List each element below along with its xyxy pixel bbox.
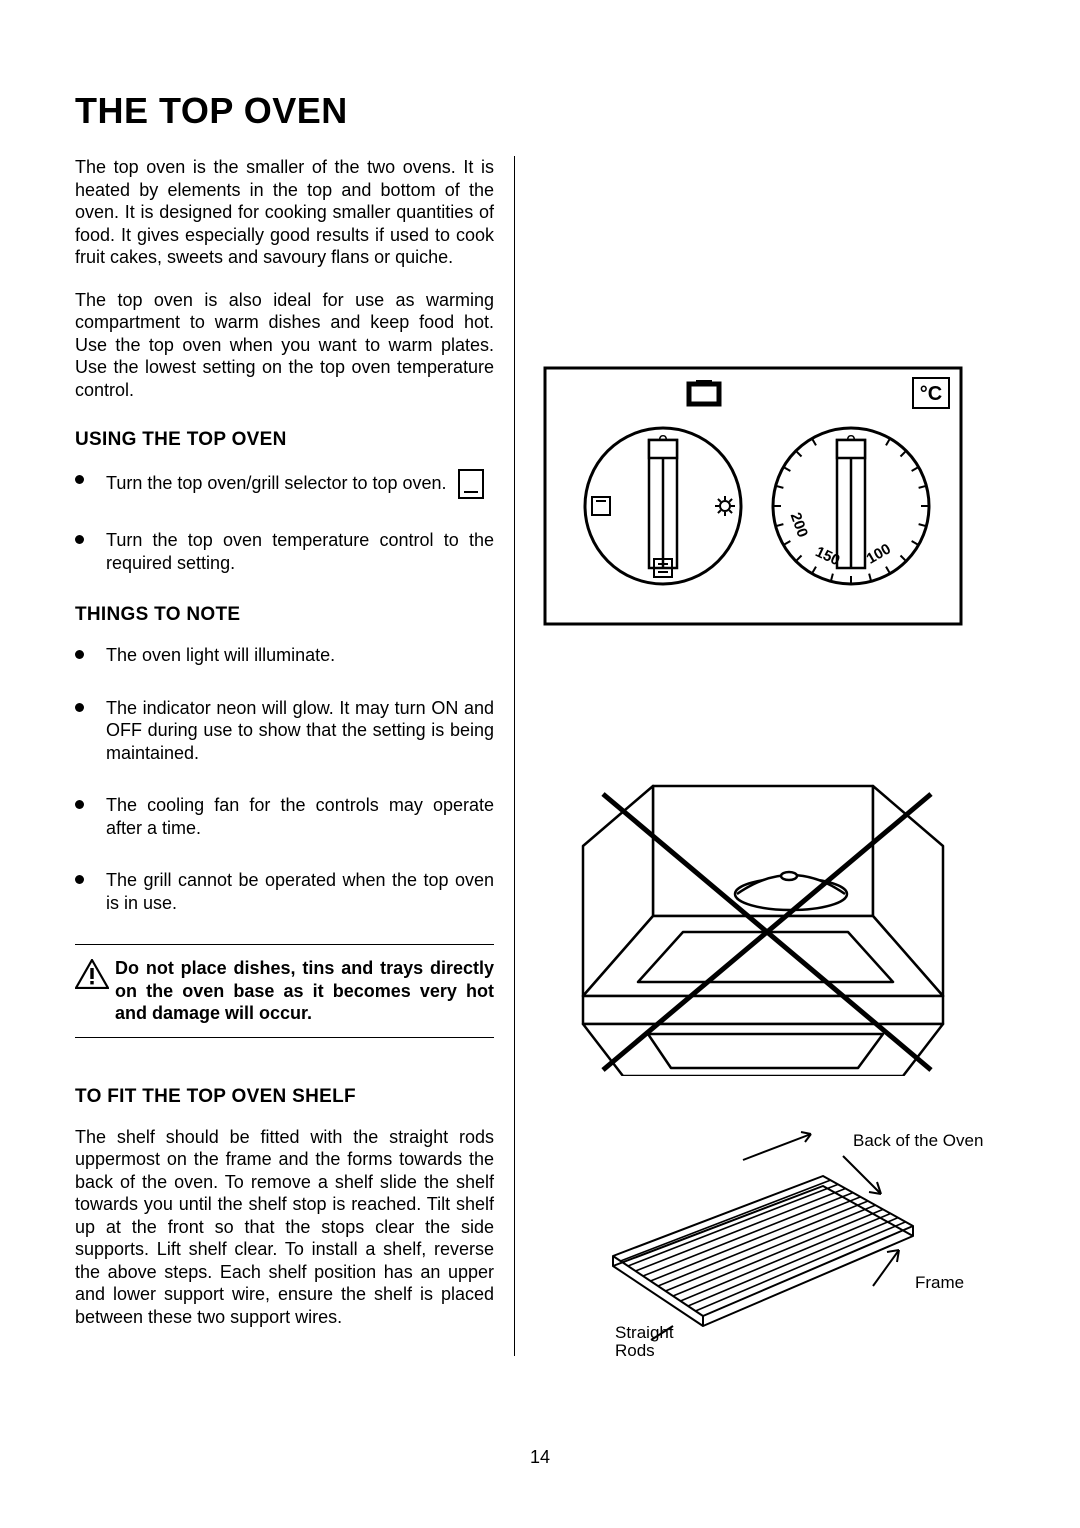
- subhead-using: USING THE TOP OVEN: [75, 429, 494, 451]
- intro-paragraph-1: The top oven is the smaller of the two o…: [75, 156, 494, 269]
- figure-no-tray: [543, 776, 1005, 1076]
- warning-text: Do not place dishes, tins and trays dire…: [115, 957, 494, 1025]
- warning-block: Do not place dishes, tins and trays dire…: [75, 944, 494, 1038]
- warning-icon: [75, 959, 109, 989]
- subhead-notes: THINGS TO NOTE: [75, 604, 494, 626]
- list-item: Turn the top oven temperature control to…: [75, 529, 494, 574]
- celsius-label: °C: [920, 383, 942, 405]
- bullet-text: The cooling fan for the controls may ope…: [106, 794, 494, 839]
- bullet-text: The grill cannot be operated when the to…: [106, 869, 494, 914]
- bullets-notes: The oven light will illuminate. The indi…: [75, 644, 494, 914]
- bullet-text: Turn the top oven/grill selector to top …: [106, 473, 447, 493]
- bullet-dot-icon: [75, 875, 84, 884]
- subhead-fit: TO FIT THE TOP OVEN SHELF: [75, 1086, 494, 1108]
- bullet-dot-icon: [75, 535, 84, 544]
- list-item: The oven light will illuminate.: [75, 644, 494, 667]
- figure-dial-panel: °C 0: [543, 366, 1005, 626]
- list-item: The indicator neon will glow. It may tur…: [75, 697, 494, 765]
- list-item: Turn the top oven/grill selector to top …: [75, 469, 494, 499]
- list-item: The cooling fan for the controls may ope…: [75, 794, 494, 839]
- bullet-text: The indicator neon will glow. It may tur…: [106, 697, 494, 765]
- label-rods-2: Rods: [615, 1341, 655, 1356]
- top-oven-selector-icon: [458, 469, 484, 499]
- bullets-using: Turn the top oven/grill selector to top …: [75, 469, 494, 574]
- page-title: THE TOP OVEN: [75, 90, 1005, 132]
- bullet-dot-icon: [75, 703, 84, 712]
- label-frame: Frame: [915, 1273, 964, 1292]
- figure-shelf: Back of the Oven Frame Straight Rods: [543, 1116, 1005, 1356]
- bullet-dot-icon: [75, 800, 84, 809]
- intro-paragraph-2: The top oven is also ideal for use as wa…: [75, 289, 494, 402]
- label-rods-1: Straight: [615, 1323, 674, 1342]
- list-item: The grill cannot be operated when the to…: [75, 869, 494, 914]
- bullet-dot-icon: [75, 475, 84, 484]
- label-back: Back of the Oven: [853, 1131, 983, 1150]
- bullet-dot-icon: [75, 650, 84, 659]
- left-column: The top oven is the smaller of the two o…: [75, 156, 515, 1356]
- fit-paragraph: The shelf should be fitted with the stra…: [75, 1126, 494, 1329]
- bullet-text: The oven light will illuminate.: [106, 644, 494, 667]
- right-column: °C 0: [515, 156, 1005, 1356]
- page-number: 14: [0, 1447, 1080, 1468]
- bullet-text: Turn the top oven temperature control to…: [106, 529, 494, 574]
